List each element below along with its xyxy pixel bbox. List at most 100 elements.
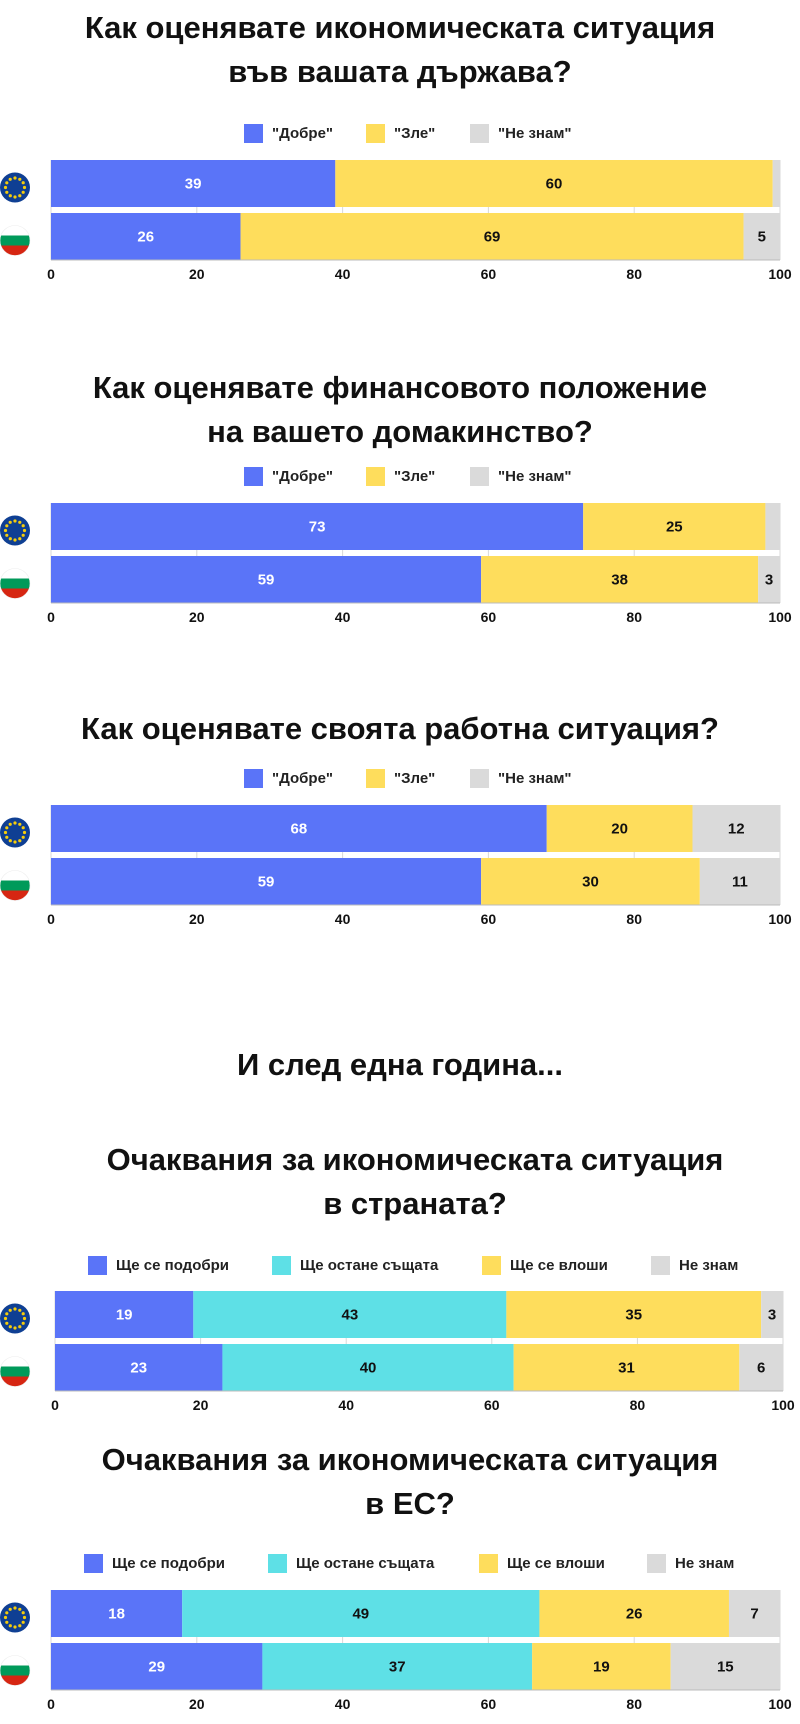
bar-segment	[51, 805, 547, 852]
x-tick-label: 60	[484, 1397, 500, 1413]
bar-segment	[193, 1291, 507, 1338]
bar-segment	[55, 1291, 194, 1338]
bar-segment	[51, 213, 241, 260]
chart-title-line: във вашата държава?	[228, 54, 572, 89]
x-tick-label: 80	[626, 609, 642, 625]
bar-segment	[699, 858, 780, 905]
eu-flag-icon	[0, 1303, 30, 1334]
bar-segment	[506, 1291, 762, 1338]
x-tick-label: 0	[47, 911, 55, 927]
legend-swatch	[268, 1553, 287, 1573]
bar-segment	[743, 213, 780, 260]
legend-swatch	[651, 1255, 670, 1275]
bulgaria-flag-icon	[0, 225, 31, 256]
legend-item: Ще се влоши	[479, 1552, 605, 1574]
bar-value-label: 31	[618, 1360, 635, 1377]
legend-item: Ще остане същата	[268, 1552, 434, 1574]
chart-title-line: в страната?	[323, 1186, 507, 1221]
bar-value-label: 15	[717, 1659, 734, 1676]
legend-label: "Добре"	[272, 769, 334, 787]
legend-swatch	[647, 1553, 666, 1573]
x-tick-label: 80	[626, 1696, 642, 1712]
legend-item: "Добре"	[244, 465, 333, 487]
legend-item: Не знам	[651, 1254, 738, 1276]
x-tick-label: 40	[335, 266, 351, 282]
legend-swatch	[272, 1255, 291, 1275]
legend-swatch	[84, 1553, 103, 1573]
bar-value-label: 39	[185, 176, 202, 193]
legend-item: Ще се подобри	[84, 1552, 225, 1574]
legend-swatch	[88, 1255, 107, 1275]
chart-plot: 68 20 12 59 30 11 0 20 40 60 80 100	[0, 805, 792, 927]
x-tick-label: 80	[626, 266, 642, 282]
bar-segment	[335, 160, 773, 207]
bar-segment	[51, 1643, 263, 1690]
chart-legend: "Добре" "Зле" "Не знам"	[0, 122, 800, 144]
legend-label: Не знам	[679, 1256, 739, 1274]
x-tick-label: 60	[481, 1696, 497, 1712]
legend-item: "Зле"	[366, 122, 435, 144]
bar-segment	[739, 1344, 783, 1391]
bar-segment	[51, 1590, 183, 1637]
x-tick-label: 40	[338, 1397, 354, 1413]
legend-label: Ще се подобри	[116, 1256, 230, 1274]
legend-item: Ще остане същата	[272, 1254, 438, 1276]
bar-value-label: 37	[389, 1659, 406, 1676]
legend-label: "Не знам"	[498, 467, 572, 485]
bar-value-label: 26	[137, 229, 154, 246]
x-tick-label: 40	[335, 1696, 351, 1712]
bar-value-label: 35	[625, 1307, 642, 1324]
bar-segment	[55, 1344, 223, 1391]
bar-value-label: 12	[728, 821, 745, 838]
legend-swatch	[366, 466, 385, 486]
bar-segment	[51, 556, 482, 603]
x-tick-label: 40	[335, 609, 351, 625]
chart-plot: 73 25 59 38 3 0 20 40 60 80 100	[0, 503, 792, 625]
legend-swatch	[244, 466, 263, 486]
bulgaria-flag-icon	[0, 1655, 31, 1686]
chart-plot: 19 43 35 323 40 31 60 20 40 60 80 100	[0, 1291, 795, 1413]
x-tick-label: 20	[189, 266, 205, 282]
x-tick-label: 40	[335, 911, 351, 927]
bar-segment	[670, 1643, 780, 1690]
bar-segment	[222, 1344, 514, 1391]
legend-item: "Добре"	[244, 767, 333, 789]
bar-segment	[481, 858, 700, 905]
bar-value-label: 18	[108, 1606, 125, 1623]
bar-value-label: 49	[352, 1606, 369, 1623]
legend-swatch	[244, 768, 263, 788]
bar-value-label: 59	[258, 572, 275, 589]
legend-label: Ще се подобри	[112, 1554, 226, 1572]
eu-flag-icon	[0, 515, 30, 546]
chart-title: Очаквания за икономическата ситуация в Е…	[0, 1438, 800, 1526]
bar-segment	[758, 556, 780, 603]
bar-segment	[51, 503, 584, 550]
legend-label: Ще остане същата	[300, 1256, 439, 1274]
bar-segment	[532, 1643, 671, 1690]
x-tick-label: 20	[189, 911, 205, 927]
bar-segment	[546, 805, 693, 852]
x-tick-label: 80	[630, 1397, 646, 1413]
legend-swatch	[244, 123, 263, 143]
legend-item: Не знам	[647, 1552, 734, 1574]
bar-value-label: 20	[611, 821, 628, 838]
x-tick-label: 100	[768, 1696, 792, 1712]
legend-item: "Не знам"	[470, 465, 572, 487]
legend-swatch	[482, 1255, 501, 1275]
bar-value-label: 6	[757, 1360, 765, 1377]
eu-flag-icon	[0, 1602, 30, 1633]
bar-segment	[765, 503, 780, 550]
x-tick-label: 0	[47, 609, 55, 625]
legend-label: Не знам	[675, 1554, 735, 1572]
chart-title-line: Очаквания за икономическата ситуация	[106, 1142, 724, 1177]
bar-value-label: 43	[341, 1307, 358, 1324]
bar-segment	[51, 160, 336, 207]
bar-value-label: 5	[758, 229, 766, 246]
legend-label: "Зле"	[394, 124, 436, 142]
x-tick-label: 100	[771, 1397, 795, 1413]
x-tick-label: 0	[51, 1397, 59, 1413]
chart-title-line: на вашето домакинство?	[207, 414, 593, 449]
eu-flag-icon	[0, 817, 30, 848]
chart-title: Как оценявате своята работна ситуация?	[0, 707, 800, 751]
bar-segment	[772, 160, 780, 207]
